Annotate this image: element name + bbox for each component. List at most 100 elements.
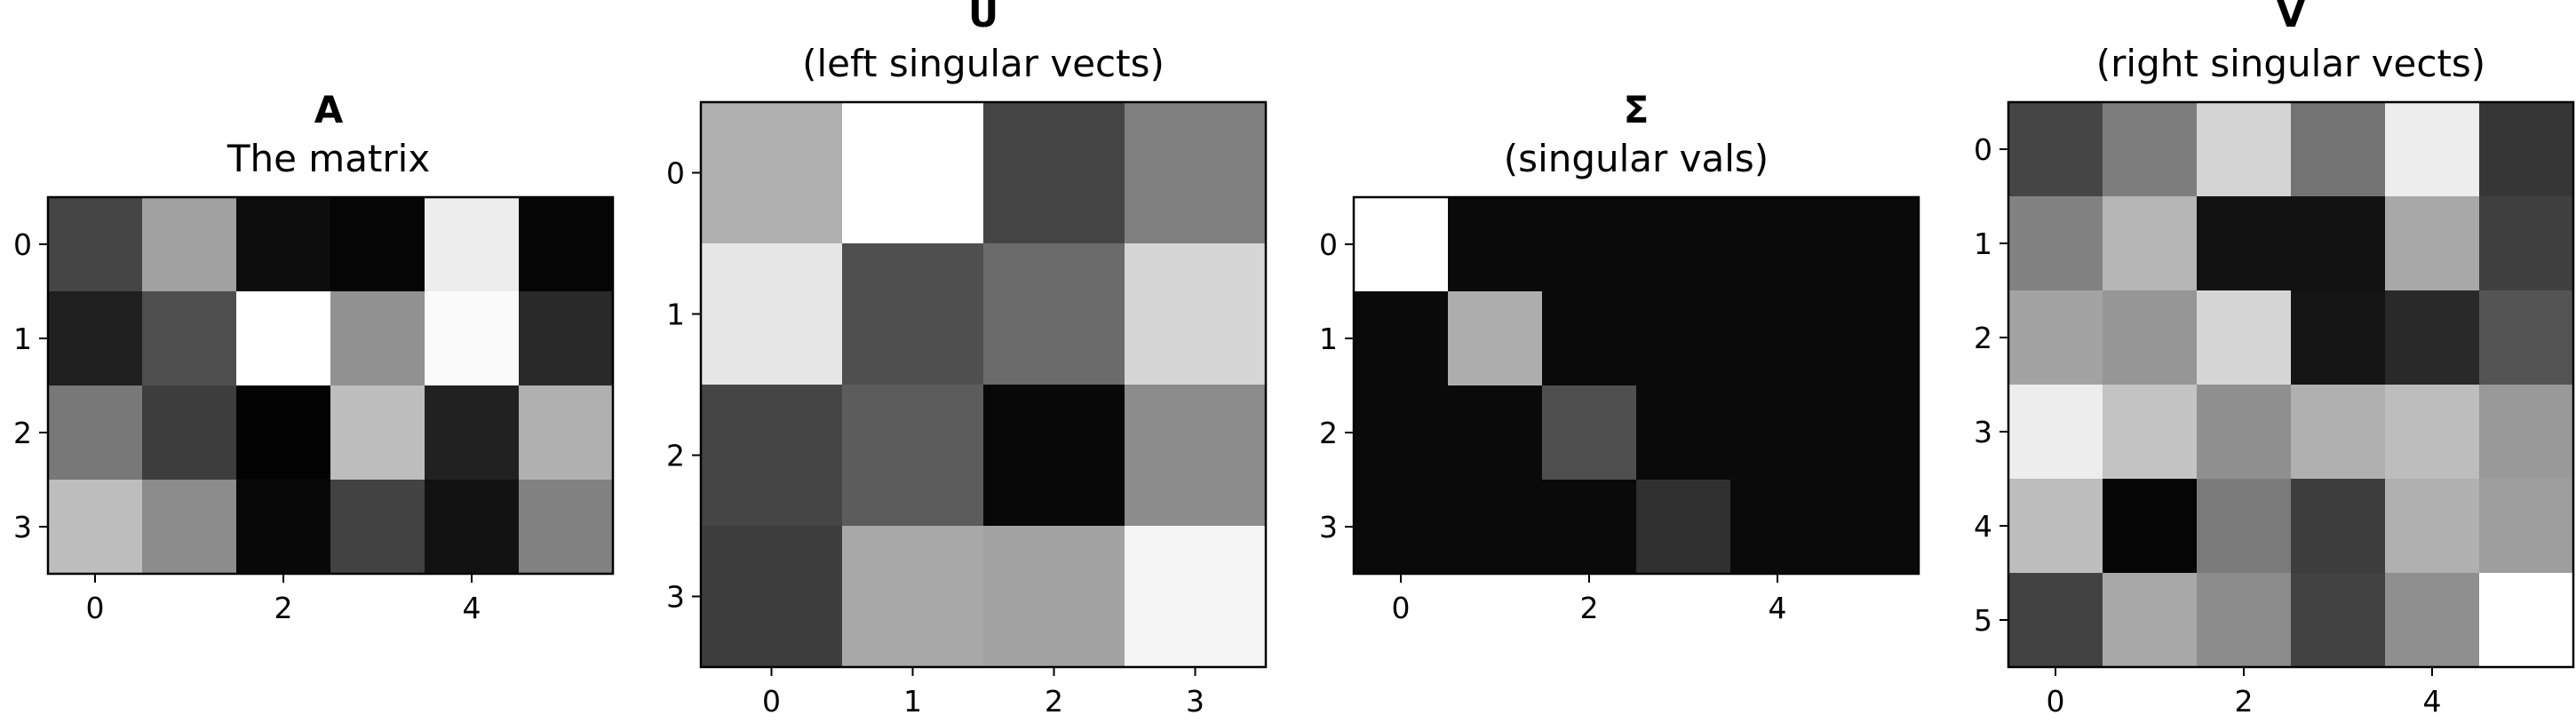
v-cell-r5-c3 xyxy=(2291,573,2386,668)
sigma-frame xyxy=(1352,195,1920,576)
panel-u-heatmap: 0 1 2 3 0 1 2 3 xyxy=(666,100,1268,719)
v-cell-r2-c5 xyxy=(2479,290,2574,385)
v-cell-r0-c1 xyxy=(2103,102,2198,197)
v-cell-r1-c5 xyxy=(2479,196,2574,291)
sigma-cell-r2-c3 xyxy=(1636,385,1731,481)
a-cell-r0-c4 xyxy=(425,197,520,292)
u-cell-r2-c2 xyxy=(983,385,1125,527)
a-cell-r3-c2 xyxy=(236,480,331,575)
panel-u-title: U xyxy=(968,0,998,36)
a-cell-r3-c4 xyxy=(425,480,520,575)
u-cell-r3-c0 xyxy=(701,526,843,668)
v-cell-r0-c3 xyxy=(2291,102,2386,197)
sigma-ytick-label-3: 3 xyxy=(1319,510,1338,544)
sigma-cell-r3-c5 xyxy=(1825,480,1920,575)
u-cell-r3-c1 xyxy=(842,526,984,668)
u-ytick-label-1: 1 xyxy=(666,298,685,332)
sigma-cell-r0-c4 xyxy=(1730,197,1825,292)
sigma-ytick-label-2: 2 xyxy=(1319,416,1338,450)
v-cell-r1-c0 xyxy=(2008,196,2103,291)
v-cell-r5-c5 xyxy=(2479,573,2574,668)
sigma-cell-r2-c2 xyxy=(1542,385,1637,481)
a-cell-r2-c5 xyxy=(519,385,614,481)
a-xtick-label-4: 4 xyxy=(463,591,481,625)
sigma-cell-r0-c5 xyxy=(1825,197,1920,292)
u-cell-r0-c3 xyxy=(1125,102,1267,244)
a-cell-r3-c3 xyxy=(330,480,425,575)
a-cell-r0-c0 xyxy=(48,197,143,292)
v-ytick-label-2: 2 xyxy=(1974,321,1992,355)
a-cell-r1-c3 xyxy=(330,291,425,386)
v-cell-r4-c2 xyxy=(2197,479,2292,574)
u-xtick-label-0: 0 xyxy=(762,684,781,719)
u-ytick-label-3: 3 xyxy=(666,580,685,615)
a-xtick-label-2: 2 xyxy=(274,591,293,625)
a-cell-r1-c0 xyxy=(48,291,143,386)
panel-v-heatmap: 0 2 4 0 1 2 3 4 5 xyxy=(1974,100,2575,719)
a-cell-r0-c2 xyxy=(236,197,331,292)
a-cell-r1-c4 xyxy=(425,291,520,386)
v-cell-r2-c3 xyxy=(2291,290,2386,385)
sigma-xtick-label-2: 2 xyxy=(1580,591,1599,625)
v-cell-r5-c0 xyxy=(2008,573,2103,668)
v-ytick-label-5: 5 xyxy=(1974,603,1992,638)
a-cell-r1-c5 xyxy=(519,291,614,386)
v-cell-r1-c1 xyxy=(2103,196,2198,291)
u-cell-r2-c1 xyxy=(842,385,984,527)
panel-a-title: A xyxy=(314,88,344,131)
u-xtick-label-2: 2 xyxy=(1045,684,1063,719)
v-xtick-label-2: 2 xyxy=(2235,684,2254,719)
v-cell-r3-c0 xyxy=(2008,385,2103,480)
a-cell-r0-c1 xyxy=(142,197,237,292)
v-cell-r2-c1 xyxy=(2103,290,2198,385)
sigma-cell-r2-c5 xyxy=(1825,385,1920,481)
sigma-cell-r0-c2 xyxy=(1542,197,1637,292)
sigma-cell-r0-c3 xyxy=(1636,197,1731,292)
v-cell-r2-c2 xyxy=(2197,290,2292,385)
u-cell-r3-c2 xyxy=(983,526,1125,668)
a-xtick-label-0: 0 xyxy=(86,591,105,625)
v-cell-r3-c4 xyxy=(2385,385,2480,480)
u-cell-r3-c3 xyxy=(1125,526,1267,668)
u-cell-r2-c0 xyxy=(701,385,843,527)
sigma-cell-r1-c3 xyxy=(1636,291,1731,386)
v-cell-r3-c2 xyxy=(2197,385,2292,480)
v-cell-r2-c4 xyxy=(2385,290,2480,385)
sigma-ytick-label-1: 1 xyxy=(1319,322,1338,356)
sigma-cell-r1-c0 xyxy=(1354,291,1449,386)
v-cell-r0-c0 xyxy=(2008,102,2103,197)
v-cell-r1-c3 xyxy=(2291,196,2386,291)
u-cell-r1-c1 xyxy=(842,243,984,385)
v-cell-r4-c3 xyxy=(2291,479,2386,574)
v-ytick-label-0: 0 xyxy=(1974,132,1992,167)
v-cell-r0-c4 xyxy=(2385,102,2480,197)
sigma-ytick-label-0: 0 xyxy=(1319,227,1338,262)
v-ytick-label-3: 3 xyxy=(1974,415,1992,449)
a-ytick-label-3: 3 xyxy=(13,510,32,544)
v-cell-r5-c1 xyxy=(2103,573,2198,668)
a-cell-r0-c5 xyxy=(519,197,614,292)
a-ytick-label-0: 0 xyxy=(13,227,32,262)
v-cell-r0-c5 xyxy=(2479,102,2574,197)
panel-a-subtitle: The matrix xyxy=(227,137,430,180)
sigma-cell-r2-c4 xyxy=(1730,385,1825,481)
sigma-cell-r0-c0 xyxy=(1354,197,1449,292)
panel-a-heatmap: 0 2 4 0 1 2 3 xyxy=(13,195,615,625)
panel-v-subtitle: (right singular vects) xyxy=(2096,42,2485,85)
v-cell-r3-c3 xyxy=(2291,385,2386,480)
v-cell-r5-c4 xyxy=(2385,573,2480,668)
a-ytick-label-2: 2 xyxy=(13,416,32,450)
u-ytick-label-2: 2 xyxy=(666,439,685,473)
sigma-cell-r2-c0 xyxy=(1354,385,1449,481)
a-cell-r1-c1 xyxy=(142,291,237,386)
u-cell-r2-c3 xyxy=(1125,385,1267,527)
v-cell-r1-c2 xyxy=(2197,196,2292,291)
a-cell-r3-c1 xyxy=(142,480,237,575)
panel-u-subtitle: (left singular vects) xyxy=(802,42,1165,85)
panel-sigma-heatmap: 0 2 4 0 1 2 3 xyxy=(1319,195,1920,625)
u-cell-r0-c0 xyxy=(701,102,843,244)
panel-sigma-subtitle: (singular vals) xyxy=(1504,137,1769,180)
u-ytick-label-0: 0 xyxy=(666,156,685,191)
v-cell-r0-c2 xyxy=(2197,102,2292,197)
